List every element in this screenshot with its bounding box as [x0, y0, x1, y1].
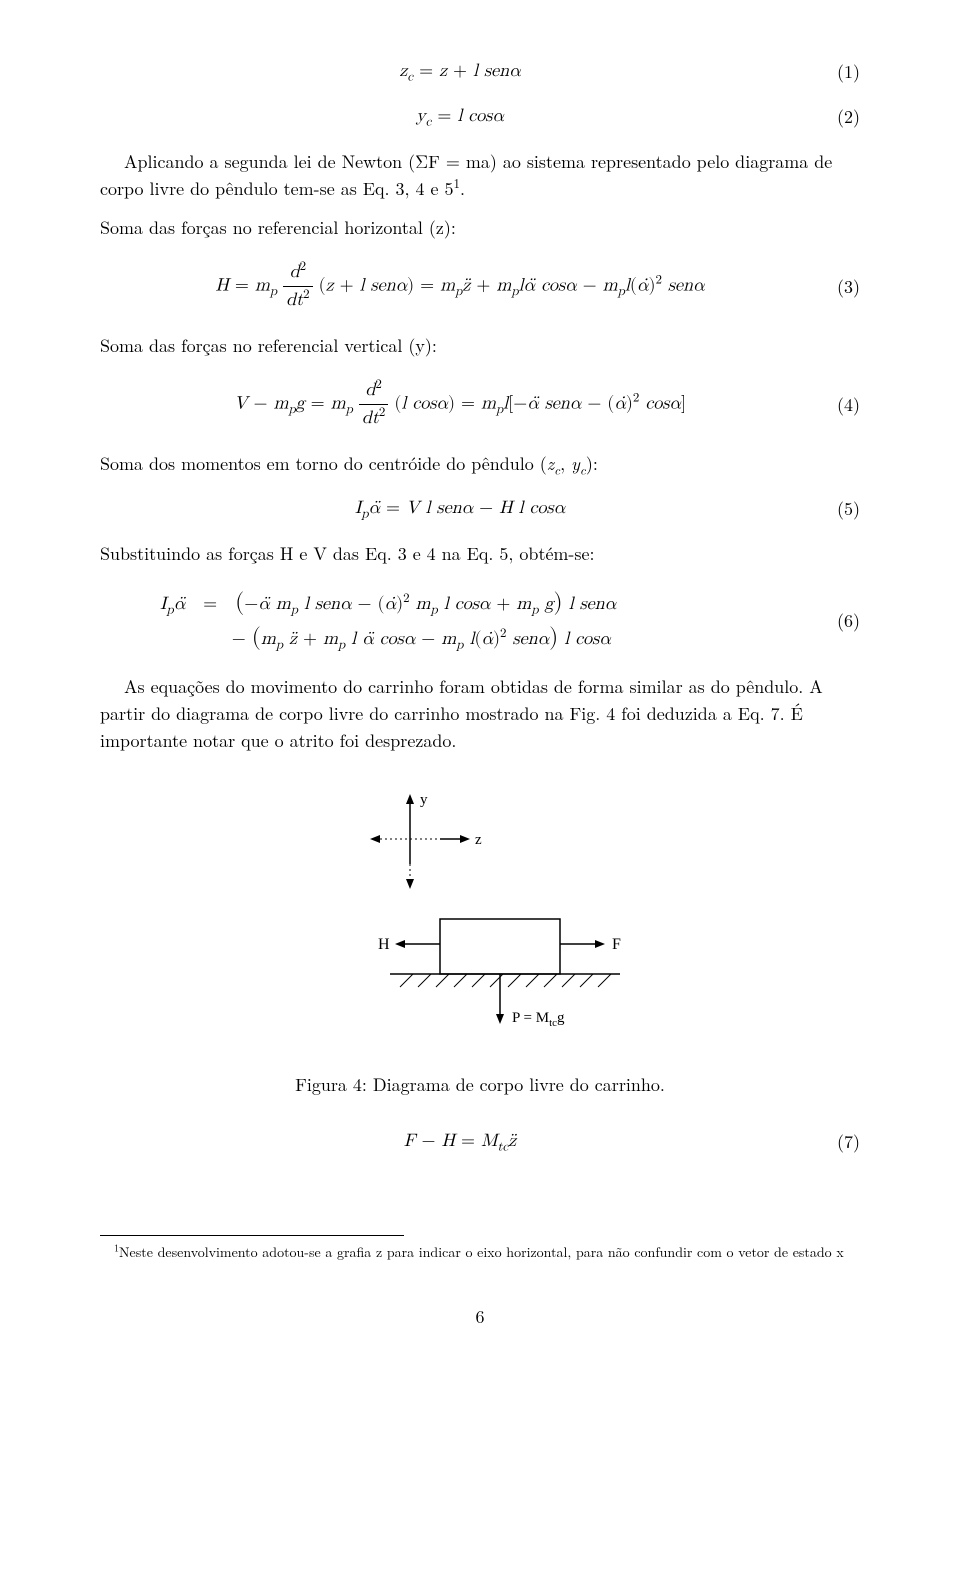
paragraph-3: Soma das forças no referencial vertical …: [100, 332, 860, 359]
equation-1-number: (1): [820, 58, 860, 85]
paragraph-2: Soma das forças no referencial horizonta…: [100, 214, 860, 241]
footnote-1-text: Neste desenvolvimento adotou-se a grafia…: [119, 1242, 844, 1262]
figure-P-label: P = Mtcg: [512, 1010, 565, 1029]
paragraph-6: As equações do movimento do carrinho for…: [100, 673, 860, 754]
equation-6-number: (6): [820, 607, 860, 634]
equation-7-body: F − H = Mtcz̈: [100, 1128, 820, 1155]
page-number: 6: [100, 1303, 860, 1330]
equation-1-body: zc = z + l senα: [100, 58, 820, 85]
equation-2-body: yc = l cosα: [100, 103, 820, 130]
equation-4-number: (4): [820, 391, 860, 418]
figure-4: y z H F: [100, 784, 860, 1051]
equation-3-number: (3): [820, 273, 860, 300]
equation-6: Ipα̈ = (−α̈ mp l senα − (α̇)2 mp l cosα …: [100, 585, 860, 655]
paragraph-5: Substituindo as forças H e V das Eq. 3 e…: [100, 540, 860, 567]
equation-4: V − mpg = mp d2dt2 (l cosα) = mpl[−α̈ se…: [100, 377, 860, 432]
equation-7-number: (7): [820, 1128, 860, 1155]
paragraph-1: Aplicando a segunda lei de Newton (ΣF = …: [100, 148, 860, 202]
equation-1: zc = z + l senα (1): [100, 58, 860, 85]
figure-y-label: y: [420, 792, 428, 808]
figure-H-label: H: [378, 936, 390, 953]
equation-3: H = mp d2dt2 (z + l senα) = mpz̈ + mplα̈…: [100, 259, 860, 314]
figure-4-svg: y z H F: [300, 784, 660, 1044]
equation-5-body: Ipα̈ = V l senα − H l cosα: [100, 495, 820, 522]
footnote-1: 1Neste desenvolvimento adotou-se a grafi…: [100, 1242, 860, 1263]
equation-2: yc = l cosα (2): [100, 103, 860, 130]
paragraph-4: Soma dos momentos em torno do centróide …: [100, 450, 860, 477]
paragraph-1-text: Aplicando a segunda lei de Newton (ΣF = …: [100, 149, 832, 201]
equation-6-body: Ipα̈ = (−α̈ mp l senα − (α̇)2 mp l cosα …: [100, 585, 820, 655]
equation-5-number: (5): [820, 495, 860, 522]
equation-2-number: (2): [820, 103, 860, 130]
figure-4-caption: Figura 4: Diagrama de corpo livre do car…: [100, 1071, 860, 1098]
figure-z-label: z: [475, 832, 482, 848]
equation-4-body: V − mpg = mp d2dt2 (l cosα) = mpl[−α̈ se…: [100, 377, 820, 432]
equation-5: Ipα̈ = V l senα − H l cosα (5): [100, 495, 860, 522]
figure-F-label: F: [612, 936, 621, 953]
equation-7: F − H = Mtcz̈ (7): [100, 1128, 860, 1155]
equation-3-body: H = mp d2dt2 (z + l senα) = mpz̈ + mplα̈…: [100, 259, 820, 314]
